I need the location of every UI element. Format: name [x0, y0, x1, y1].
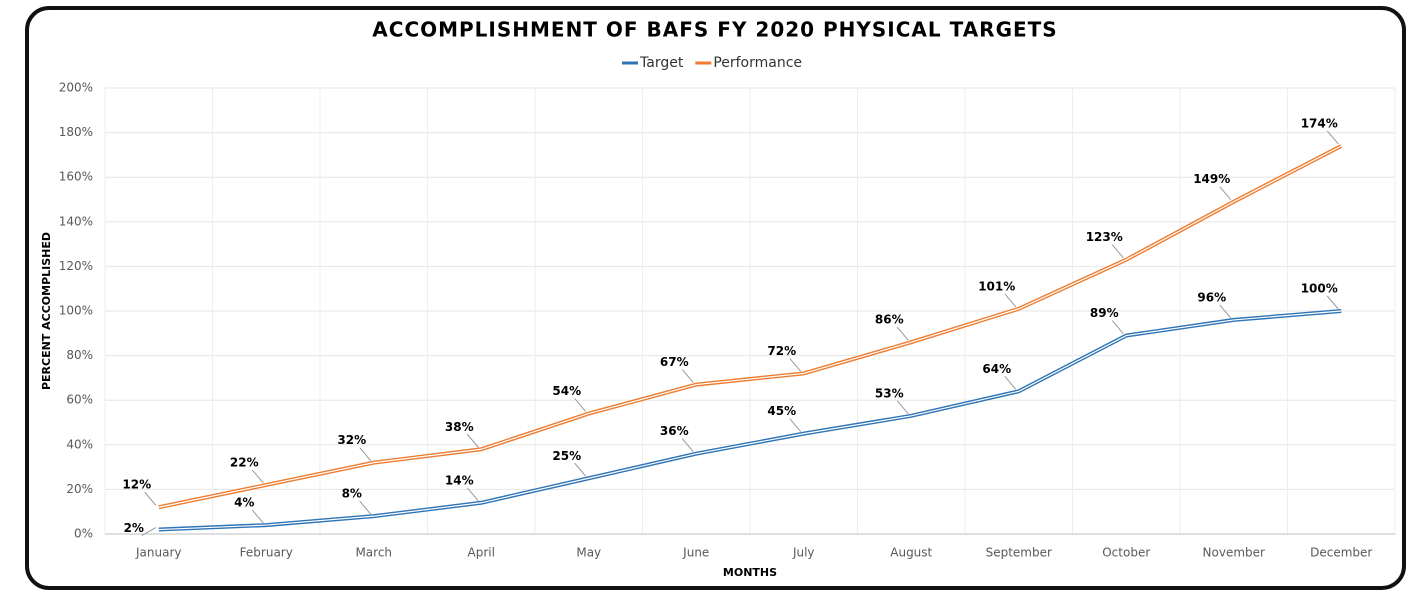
data-label: 100%: [1301, 282, 1338, 296]
data-label: 38%: [445, 420, 474, 434]
data-label: 86%: [875, 313, 904, 327]
data-label: 14%: [445, 473, 474, 487]
leader-line: [141, 527, 156, 536]
data-label: 8%: [342, 487, 362, 501]
leader-line: [789, 358, 802, 372]
y-tick-label: 80%: [66, 348, 93, 362]
leader-line: [359, 447, 372, 461]
x-tick-label: January: [135, 546, 182, 560]
x-tick-label: October: [1102, 546, 1150, 560]
legend-label: Performance: [713, 55, 802, 71]
leader-line: [896, 400, 909, 415]
data-label: 96%: [1197, 290, 1226, 304]
x-tick-label: December: [1310, 546, 1372, 560]
x-tick-label: September: [986, 546, 1052, 560]
x-tick-label: August: [890, 546, 932, 560]
data-label: 72%: [767, 344, 796, 358]
data-label: 101%: [978, 279, 1015, 293]
y-tick-label: 100%: [59, 304, 93, 318]
data-label: 123%: [1086, 230, 1123, 244]
data-label: 149%: [1193, 172, 1230, 186]
data-label: 64%: [982, 362, 1011, 376]
leader-line: [1004, 375, 1017, 390]
data-label: 89%: [1090, 306, 1119, 320]
data-label: 25%: [552, 449, 581, 463]
leader-line: [251, 469, 264, 484]
data-label: 53%: [875, 386, 904, 400]
leader-line: [1111, 244, 1124, 259]
y-tick-label: 60%: [66, 393, 93, 407]
x-tick-label: May: [576, 546, 601, 560]
leader-line: [574, 398, 587, 412]
data-label: 2%: [124, 521, 144, 535]
leader-line: [1219, 304, 1232, 319]
x-tick-label: June: [682, 546, 709, 560]
leader-line: [251, 509, 264, 524]
leader-line: [144, 491, 157, 506]
leader-line: [789, 418, 802, 432]
leader-line: [574, 462, 587, 477]
x-tick-label: March: [355, 546, 392, 560]
leader-line: [466, 433, 479, 448]
leader-line: [1326, 130, 1339, 145]
data-label: 36%: [660, 424, 689, 438]
y-tick-label: 0%: [74, 527, 93, 541]
leader-line: [359, 500, 372, 515]
data-label: 12%: [122, 478, 151, 492]
y-axis-title: PERCENT ACCOMPLISHED: [40, 232, 53, 390]
data-label: 67%: [660, 355, 689, 369]
x-tick-label: February: [240, 546, 293, 560]
y-tick-label: 20%: [66, 482, 93, 496]
leader-line: [1111, 320, 1124, 334]
y-tick-label: 140%: [59, 214, 93, 228]
legend-label: Target: [639, 55, 684, 71]
x-tick-label: April: [468, 546, 495, 560]
data-label: 4%: [234, 496, 254, 510]
x-tick-label: July: [792, 546, 815, 560]
leader-line: [466, 487, 479, 502]
frame: [25, 6, 1406, 590]
leader-line: [896, 326, 909, 341]
data-label: 174%: [1301, 116, 1338, 130]
data-label: 22%: [230, 455, 259, 469]
leader-line: [681, 369, 694, 383]
chart-title: ACCOMPLISHMENT OF BAFS FY 2020 PHYSICAL …: [372, 18, 1057, 42]
data-label: 54%: [552, 384, 581, 398]
data-label: 32%: [337, 433, 366, 447]
y-tick-label: 200%: [59, 81, 93, 95]
y-tick-label: 180%: [59, 125, 93, 139]
leader-line: [1004, 293, 1017, 308]
data-label: 45%: [767, 404, 796, 418]
leader-line: [681, 438, 694, 453]
leader-line: [1326, 295, 1339, 310]
y-tick-label: 160%: [59, 170, 93, 184]
x-tick-label: November: [1203, 546, 1265, 560]
series-line-inner: [158, 145, 1342, 508]
leader-line: [1219, 186, 1232, 201]
y-tick-label: 40%: [66, 437, 93, 451]
y-tick-label: 120%: [59, 259, 93, 273]
x-axis-title: MONTHS: [723, 566, 777, 579]
series-line-inner: [158, 310, 1342, 531]
